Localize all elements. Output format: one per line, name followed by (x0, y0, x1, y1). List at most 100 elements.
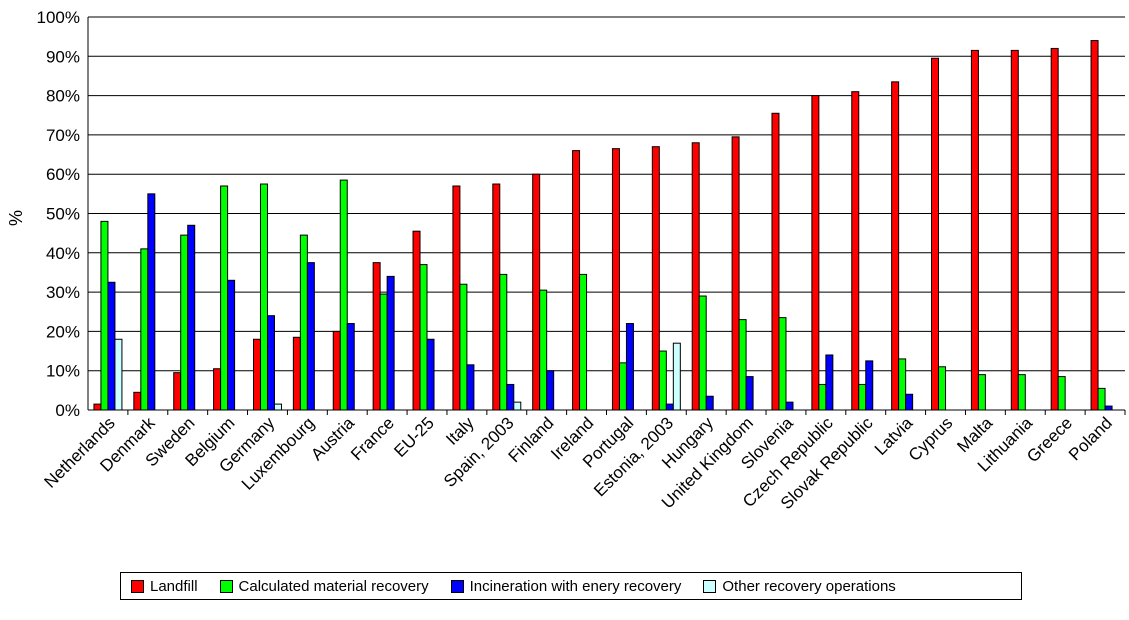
bar (1097, 387, 1106, 411)
axes: 0%10%20%30%40%50%60%70%80%90%100%Netherl… (37, 8, 1126, 513)
legend-item: Landfill (131, 578, 198, 595)
bar (332, 330, 341, 411)
bar (658, 350, 667, 411)
y-tick-label: 80% (46, 87, 80, 106)
bar (259, 183, 268, 411)
bar (977, 374, 986, 411)
bar (891, 81, 900, 411)
bar (618, 362, 627, 411)
bar (372, 262, 381, 411)
bar (970, 49, 979, 411)
bar (1017, 374, 1026, 411)
bar (140, 248, 149, 411)
y-tick-label: 100% (37, 8, 80, 27)
bar (386, 275, 395, 411)
y-tick-label: 50% (46, 205, 80, 224)
bar (851, 91, 860, 411)
x-tick-label: France (347, 413, 398, 464)
bar (691, 142, 700, 411)
bar (738, 319, 747, 411)
bar (506, 383, 515, 411)
x-tick-label: Greece (1023, 413, 1076, 466)
bar (220, 185, 229, 411)
legend-swatch (703, 579, 717, 593)
y-tick-label: 0% (55, 401, 80, 420)
legend-swatch (219, 579, 233, 593)
legend-swatch (131, 579, 144, 593)
bar (858, 383, 867, 411)
bar (292, 336, 301, 411)
bar (1090, 40, 1099, 411)
bar (672, 342, 681, 411)
x-tick-label: Finland (505, 413, 558, 466)
x-tick-label: Cyprus (905, 413, 957, 465)
bar (1050, 47, 1059, 411)
bar (147, 193, 156, 411)
y-tick-label: 70% (46, 126, 80, 145)
gridlines (88, 16, 1125, 411)
bar (931, 57, 940, 411)
bar (133, 391, 142, 411)
bar (865, 360, 874, 411)
y-tick-label: 90% (46, 47, 80, 66)
bar (114, 338, 123, 411)
bar (306, 262, 315, 411)
legend: Landfill Calculated material recovery Inci… (120, 572, 1022, 600)
bar (187, 224, 196, 411)
bar (905, 393, 914, 411)
bar (572, 150, 581, 411)
bar (785, 401, 794, 411)
y-axis-label: % (6, 210, 26, 226)
bar (273, 403, 282, 411)
x-tick-label: EU-25 (390, 413, 438, 461)
bar (346, 323, 355, 411)
bar (492, 183, 501, 411)
bar (825, 354, 834, 411)
bar (93, 403, 102, 411)
bar (1057, 376, 1066, 411)
y-tick-label: 10% (46, 362, 80, 381)
bar (180, 234, 189, 411)
bar (625, 323, 634, 411)
legend-item: Incineration with enery recovery (450, 577, 682, 595)
bar (938, 366, 947, 411)
bar (1104, 405, 1113, 411)
bar (339, 179, 348, 411)
bar (379, 293, 388, 411)
y-tick-label: 40% (46, 244, 80, 263)
bar (299, 234, 308, 411)
bar (426, 338, 435, 411)
bar (412, 230, 421, 411)
bar (579, 273, 588, 411)
bar (466, 364, 475, 411)
bar (665, 403, 674, 411)
bar (227, 279, 236, 411)
y-tick-label: 30% (46, 283, 80, 302)
bar (513, 401, 522, 411)
bar (778, 317, 787, 411)
y-tick-label: 60% (46, 165, 80, 184)
legend-item: Calculated material recovery (219, 578, 429, 595)
bar (499, 273, 508, 411)
bar (419, 264, 428, 411)
bar (818, 383, 827, 411)
bar (731, 136, 740, 411)
bar (1010, 49, 1019, 411)
x-tick-label: Poland (1065, 413, 1116, 464)
legend-item: Other recovery operations (703, 577, 896, 595)
legend-swatch (450, 579, 464, 593)
bar (539, 289, 548, 411)
bar (213, 368, 222, 411)
bar (811, 95, 820, 411)
bar (266, 315, 275, 411)
bar (771, 112, 780, 411)
legend-label: Incineration with enery recovery (469, 577, 682, 595)
bar (107, 281, 116, 411)
bar (252, 338, 261, 411)
bar (745, 376, 754, 411)
y-tick-label: 20% (46, 322, 80, 341)
legend-label: Other recovery operations (722, 577, 896, 595)
bar (532, 173, 541, 411)
legend-label: Landfill (150, 577, 198, 595)
